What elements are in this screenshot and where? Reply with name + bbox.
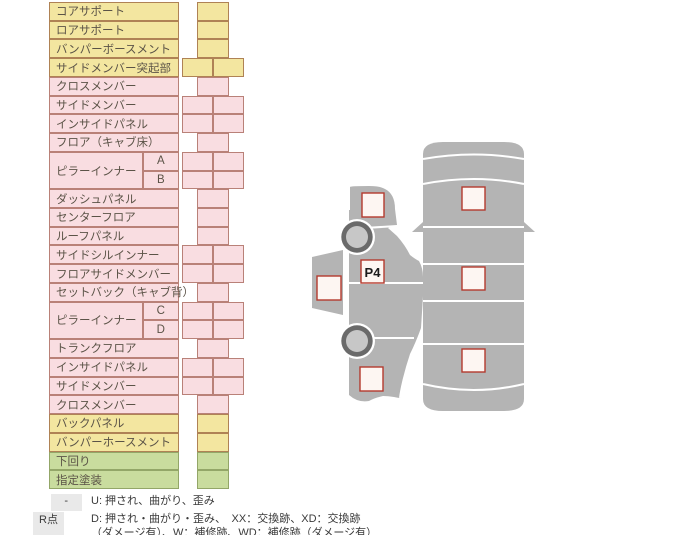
svg-text:P4: P4 [365, 265, 382, 280]
